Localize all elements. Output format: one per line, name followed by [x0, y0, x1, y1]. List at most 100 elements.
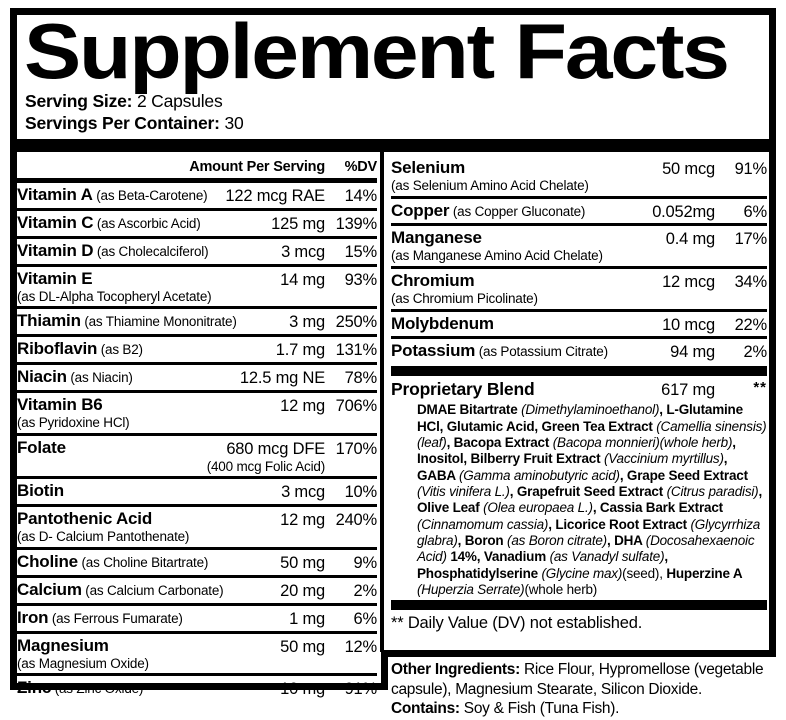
- nutrient-name-cell: Iron (as Ferrous Fumarate): [17, 608, 289, 628]
- nutrient-amount: 3 mcg: [281, 242, 325, 261]
- nutrient-amount: 50 mcg: [662, 160, 715, 178]
- nutrient-name: Vitamin B6: [17, 395, 103, 415]
- amount-per-serving-header: Amount Per Serving: [189, 159, 325, 175]
- nutrient-name-cell: Potassium (as Potassium Citrate): [391, 341, 670, 361]
- nutrient-amount: 3 mcg: [281, 483, 325, 502]
- nutrient-amount: 12 mg: [280, 397, 325, 416]
- nutrient-dv: 250%: [335, 313, 378, 332]
- nutrient-name: Niacin: [17, 367, 67, 387]
- nutrient-name-cell: Vitamin E (as DL-Alpha Tocopheryl Acetate…: [17, 269, 280, 305]
- blend-segment: (Glycine max): [541, 565, 623, 581]
- contains-line: Contains: Soy & Fish (Tuna Fish).: [391, 699, 785, 719]
- table-row: Thiamin (as Thiamine Mononitrate) 3 mg 250…: [17, 309, 378, 338]
- nutrient-amount: 94 mg: [670, 343, 715, 362]
- header-separator-bar: [17, 139, 769, 152]
- daily-value-footnote: ** Daily Value (DV) not established.: [391, 614, 643, 633]
- column-divider: [380, 152, 384, 652]
- nutrient-name: Calcium: [17, 579, 82, 599]
- table-row: Vitamin D (as Cholecalciferol) 3 mcg 15%: [17, 239, 377, 267]
- blend-segment: , Olive Leaf: [417, 484, 763, 516]
- nutrient-name-cell: Choline (as Choline Bitartrate): [17, 552, 280, 572]
- nutrient-amount: 1 mg: [289, 609, 325, 628]
- label-border-bottom-right: [381, 650, 776, 657]
- nutrient-amount: 125 mg: [271, 214, 325, 233]
- nutrient-name-cell: Calcium (as Calcium Carbonate): [17, 580, 280, 600]
- nutrient-amount: 122 mcg RAE: [225, 187, 325, 205]
- contains-text: Soy & Fish (Tuna Fish).: [459, 700, 620, 718]
- nutrient-amount: 0.052mg: [652, 202, 715, 221]
- blend-segment: , DHA: [606, 533, 646, 549]
- nutrient-dv: 139%: [335, 214, 378, 233]
- nutrient-name-cell: Magnesium (as Magnesium Oxide): [17, 636, 280, 672]
- nutrient-amount: 14 mg: [280, 270, 325, 289]
- blend-segment: , Inositol, Bilberry Fruit Extract: [417, 435, 736, 467]
- table-row: Manganese (as Manganese Amino Acid Chelat…: [391, 226, 767, 269]
- blend-separator-bar-bottom: [391, 600, 767, 611]
- other-ingredients-text: Rice Flour, Hypromellose (vegetable caps…: [391, 661, 764, 698]
- blend-segment: (Gamma aminobutyric acid): [459, 467, 620, 483]
- nutrient-dv: 6%: [743, 202, 768, 221]
- servings-value: 30: [224, 113, 244, 134]
- nutrients-column-right: Selenium (as Selenium Amino Acid Chelate)…: [391, 156, 767, 633]
- nutrient-dv: 15%: [344, 242, 378, 261]
- nutrient-name-cell: Chromium (as Chromium Picolinate): [391, 271, 662, 307]
- proprietary-blend-amount: 617 mg: [661, 381, 715, 400]
- nutrient-dv: 2%: [743, 343, 768, 362]
- nutrient-name: Vitamin D: [17, 240, 94, 260]
- blend-separator-bar-top: [391, 366, 767, 377]
- table-row: Magnesium (as Magnesium Oxide) 50 mg 12%: [17, 634, 377, 677]
- proprietary-blend-name: Proprietary Blend: [391, 379, 535, 400]
- nutrient-dv: 91%: [344, 680, 378, 699]
- blend-segment: (as Boron citrate): [507, 533, 607, 549]
- nutrient-name: Magnesium: [17, 635, 109, 655]
- blend-segment: , GABA: [417, 451, 728, 483]
- serving-size-value: 2 Capsules: [136, 91, 223, 111]
- nutrient-dv: 17%: [734, 230, 768, 249]
- nutrient-amount: 680 mcg DFE (400 mcg Folic Acid): [206, 439, 325, 474]
- blend-segment: , Grapefruit Seed Extract: [509, 484, 667, 500]
- nutrient-amount: 10 mcg: [662, 315, 715, 334]
- other-ingredients: Other Ingredients: Rice Flour, Hypromell…: [391, 660, 785, 719]
- table-row: Folate 680 mcg DFE (400 mcg Folic Acid) 170…: [17, 436, 377, 480]
- nutrient-dv: 12%: [344, 637, 378, 656]
- blend-segment: (Citrus paradisi): [666, 484, 759, 500]
- nutrient-name-cell: Manganese (as Manganese Amino Acid Chelat…: [391, 228, 666, 264]
- nutrient-dv: 6%: [353, 609, 378, 628]
- nutrient-dv: 706%: [335, 397, 378, 416]
- table-row: Iron (as Ferrous Fumarate) 1 mg 6%: [17, 606, 377, 634]
- nutrient-amount: 50 mg: [280, 553, 325, 572]
- blend-segment: (Docosahexaenoic Acid): [417, 533, 755, 565]
- nutrient-name-cell: Folate: [17, 438, 207, 458]
- nutrient-name-cell: Zinc (as Zinc Oxide): [17, 678, 280, 698]
- serving-info: Serving Size: 2 Capsules Servings Per Co…: [25, 90, 244, 135]
- nutrient-rows-right: Selenium (as Selenium Amino Acid Chelate)…: [391, 156, 767, 364]
- nutrient-name: Molybdenum: [391, 313, 494, 333]
- blend-segment: (Dimethylaminoethanol): [521, 402, 660, 418]
- nutrient-source: (as Cholecalciferol): [93, 243, 209, 259]
- nutrient-amount: 0.4 mg: [665, 230, 715, 249]
- nutrient-source: (as Pyridoxine HCl): [17, 415, 130, 431]
- nutrient-name-cell: Riboflavin (as B2): [17, 339, 276, 359]
- label-border-bottom-left: [10, 683, 388, 690]
- proprietary-blend-dv: **: [753, 379, 767, 397]
- blend-segment: , Grape Seed Extract: [619, 467, 748, 483]
- table-row: Selenium (as Selenium Amino Acid Chelate)…: [391, 156, 767, 199]
- nutrient-name: Biotin: [17, 481, 64, 501]
- label-border-top: [10, 8, 776, 15]
- nutrient-source: (as Chromium Picolinate): [391, 291, 538, 306]
- nutrient-source: (as D- Calcium Pantothenate): [17, 529, 190, 545]
- blend-segment: (Vaccinium myrtillus): [603, 451, 724, 467]
- nutrient-name-cell: Niacin (as Niacin): [17, 367, 240, 387]
- table-row: Vitamin B6 (as Pyridoxine HCl) 12 mg 706%: [17, 393, 377, 436]
- blend-segment: , Phosphatidylserine: [417, 549, 668, 581]
- nutrient-dv: 22%: [734, 315, 768, 334]
- nutrient-source: (as B2): [97, 342, 143, 358]
- blend-segment: (as Vanadyl sulfate): [549, 549, 665, 565]
- nutrient-amount: 12.5 mg NE: [239, 369, 325, 388]
- nutrient-dv: 78%: [344, 369, 378, 388]
- nutrient-name: Potassium: [391, 341, 476, 361]
- nutrient-source: (as Ferrous Fumarate): [48, 610, 183, 626]
- blend-segment: (Olea europaea L.): [483, 500, 593, 516]
- nutrient-name-cell: Molybdenum: [391, 314, 662, 334]
